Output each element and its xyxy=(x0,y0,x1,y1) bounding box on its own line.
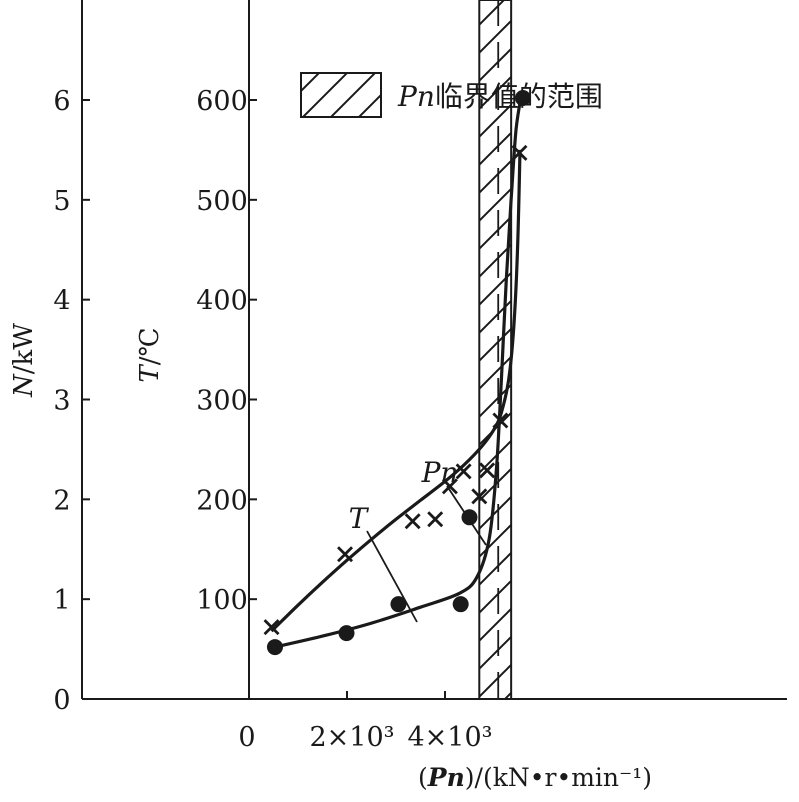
right-y-ticks: 100 200 300 400 500 600 xyxy=(196,86,257,616)
marker-x xyxy=(404,513,421,530)
right-y-tick-label: 300 xyxy=(196,386,248,417)
marker-x xyxy=(471,488,488,505)
x-axis-label-symbol: Pn xyxy=(427,763,465,792)
x-tick-label: 2×10³ xyxy=(310,722,395,753)
left-y-tick-label: 1 xyxy=(53,585,70,616)
x-axis-label: (Pn)/(kN•r•min⁻¹) xyxy=(418,763,652,792)
t-curve-label: T xyxy=(349,502,370,535)
right-y-tick-label: 100 xyxy=(196,585,248,616)
legend-swatch xyxy=(300,72,382,118)
x-tick-label: 0 xyxy=(238,722,255,753)
marker-x xyxy=(427,511,444,528)
right-y-axis-label-unit: /℃ xyxy=(135,327,165,365)
fit-curves xyxy=(270,94,523,649)
left-y-ticks: 0 1 2 3 4 5 6 xyxy=(53,86,90,716)
legend-label: Pn临界值的范围 xyxy=(397,80,603,113)
marker-dot xyxy=(452,596,469,613)
marker-x xyxy=(511,144,528,161)
marker-x xyxy=(492,412,509,429)
marker-x xyxy=(441,478,458,495)
left-y-axis-label-symbol: N xyxy=(9,373,39,398)
x-tick-label: 4×10³ xyxy=(408,722,493,753)
left-y-tick-label: 6 xyxy=(53,86,70,117)
legend: Pn临界值的范围 xyxy=(300,72,603,118)
legend-label-symbol: Pn xyxy=(397,80,435,113)
right-y-tick-label: 200 xyxy=(196,485,248,516)
data-markers xyxy=(263,90,531,656)
x-ticks: 0 2×10³ 4×10³ xyxy=(238,691,492,753)
marker-dot xyxy=(514,90,531,107)
marker-x xyxy=(337,546,354,563)
marker-dot xyxy=(266,639,283,656)
marker-x xyxy=(263,619,280,636)
pn-curve-label: Pn xyxy=(421,456,459,489)
left-y-tick-label: 4 xyxy=(53,286,70,317)
right-y-tick-label: 400 xyxy=(196,286,248,317)
x-axis-label-unit: /(kN•r•min⁻¹) xyxy=(475,763,652,792)
left-y-axis-label: N/kW xyxy=(9,323,39,398)
pn-leader-line xyxy=(446,485,487,546)
left-y-tick-label: 5 xyxy=(53,186,70,217)
left-y-axis-label-unit: /kW xyxy=(9,323,39,375)
right-y-tick-label: 600 xyxy=(196,86,248,117)
right-y-axis-label: T/℃ xyxy=(135,327,165,382)
marker-dot xyxy=(390,596,407,613)
left-y-tick-label: 3 xyxy=(53,386,70,417)
marker-x xyxy=(479,462,496,479)
critical-range-band xyxy=(478,0,513,700)
left-y-tick-label: 2 xyxy=(53,485,70,516)
t-leader-line xyxy=(366,530,418,623)
critical-range-area xyxy=(478,0,513,700)
curve-t xyxy=(274,94,523,649)
marker-x xyxy=(455,463,472,480)
right-y-tick-label: 500 xyxy=(196,186,248,217)
left-y-tick-label: 0 xyxy=(53,685,70,716)
curve-pn xyxy=(270,149,522,633)
marker-dot xyxy=(338,625,355,642)
right-y-axis-label-symbol: T xyxy=(135,364,165,383)
